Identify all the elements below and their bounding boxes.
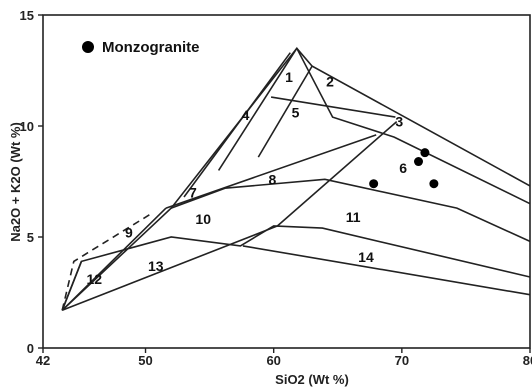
x-tick-label: 42: [36, 353, 50, 368]
data-point: [429, 179, 439, 189]
field-label: 7: [189, 185, 197, 201]
field-label: 3: [395, 114, 403, 130]
field-boundary-line: [61, 261, 83, 311]
field-boundary-line: [61, 46, 531, 311]
y-tick-label: 0: [27, 341, 34, 356]
field-boundary-line: [61, 214, 150, 311]
x-axis-title: SiO2 (Wt %): [275, 372, 349, 387]
field-label: 5: [292, 105, 300, 121]
field-label: 10: [195, 211, 211, 227]
field-label: 13: [148, 258, 164, 274]
field-boundary-line: [257, 65, 313, 158]
x-tick-label: 70: [395, 353, 409, 368]
field-label: 2: [326, 74, 334, 90]
field-boundary-line: [183, 52, 291, 198]
data-point: [414, 157, 424, 167]
field-boundary-line: [61, 225, 278, 312]
field-label: 11: [346, 209, 361, 225]
data-points: [369, 148, 439, 189]
y-axis-ticks: 0 5 10 15: [20, 8, 43, 356]
data-point: [420, 148, 430, 158]
field-boundary-line: [170, 187, 226, 209]
legend: Monzogranite: [82, 39, 200, 56]
field-boundary-line: [270, 96, 396, 118]
field-label: 12: [86, 271, 102, 287]
y-axis-title: Na2O + K2O (Wt %): [8, 122, 23, 242]
field-label: 9: [125, 225, 133, 241]
x-axis-ticks: 42 50 60 70 80: [36, 348, 532, 368]
field-label: 1: [285, 69, 293, 85]
field-boundary-line: [242, 245, 531, 296]
plot-area-border: [42, 14, 531, 349]
field-boundaries: [61, 46, 531, 312]
legend-marker: [82, 41, 94, 53]
field-boundary-line: [165, 134, 377, 209]
field-label: 4: [242, 107, 250, 123]
x-tick-label: 50: [138, 353, 152, 368]
x-tick-label: 80: [523, 353, 532, 368]
x-tick-label: 60: [266, 353, 280, 368]
plot-frame: [42, 14, 531, 349]
field-label: 8: [269, 171, 277, 187]
field-boundary-line: [217, 47, 298, 171]
field-label: 14: [358, 249, 374, 265]
y-tick-label: 15: [20, 8, 34, 23]
field-label: 6: [399, 160, 407, 176]
field-boundary-line: [61, 207, 167, 311]
field-boundary-line: [224, 178, 531, 243]
y-tick-label: 10: [20, 119, 34, 134]
legend-label: Monzogranite: [102, 39, 200, 56]
field-boundary-line: [276, 120, 398, 227]
y-tick-label: 5: [27, 230, 34, 245]
data-point: [369, 179, 379, 189]
